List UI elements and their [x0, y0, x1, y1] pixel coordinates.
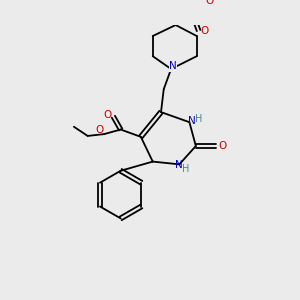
Text: N: N — [169, 61, 177, 71]
Text: N: N — [188, 116, 196, 126]
Text: O: O — [104, 110, 112, 120]
Text: O: O — [201, 26, 209, 36]
Text: H: H — [182, 164, 189, 174]
Text: N: N — [175, 160, 182, 170]
Text: O: O — [95, 125, 104, 135]
Text: H: H — [195, 113, 202, 124]
Text: O: O — [206, 0, 214, 6]
Text: O: O — [218, 141, 226, 151]
